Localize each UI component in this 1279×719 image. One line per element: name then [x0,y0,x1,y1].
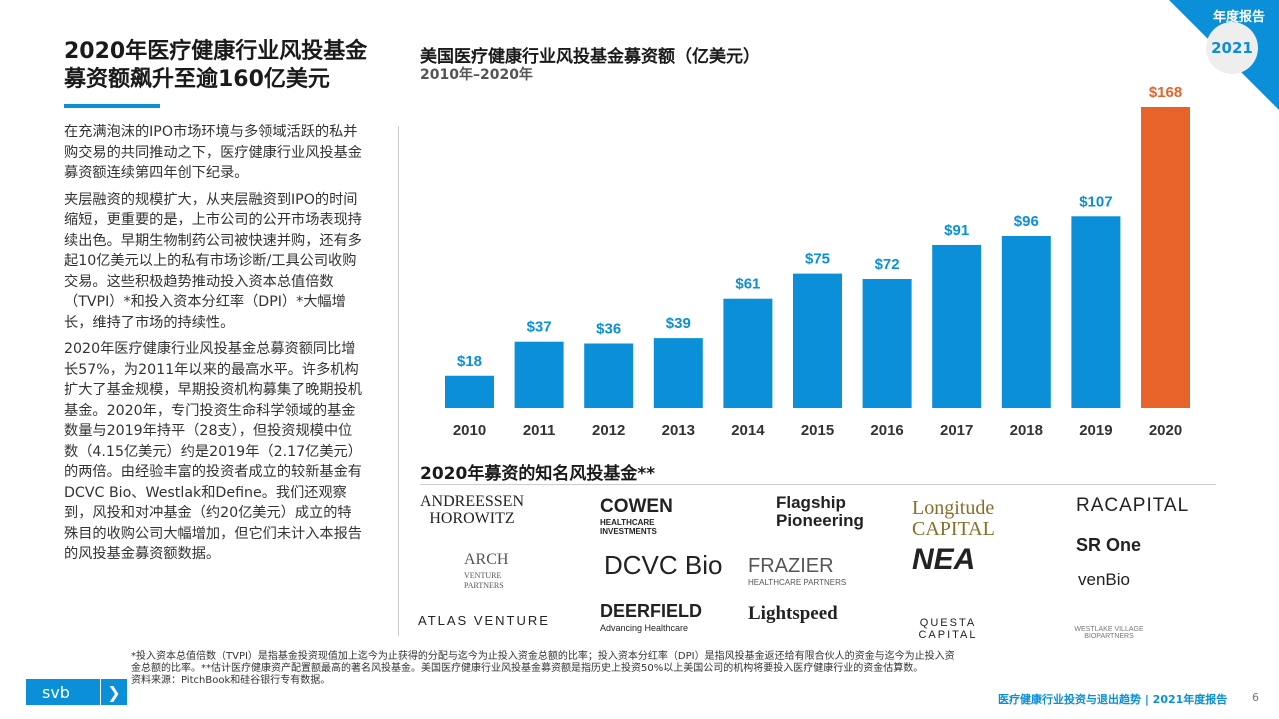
bar-2014 [723,298,773,408]
logo-arch: ARCH VENTURE PARTNERS [464,551,509,591]
logo-venbio: venBio [1078,570,1130,589]
data-label: $39 [666,315,691,332]
logo-questa: QUESTA CAPITAL [918,617,978,641]
logo-racapital: RACAPITAL [1076,495,1190,516]
bar-2016 [862,279,912,408]
source-note: 资料来源：PitchBook和硅谷银行专有数据。 [131,675,331,686]
divider [398,126,399,636]
x-tick-label: 2016 [870,422,903,439]
svb-logo: svb ❯ [26,679,127,705]
paragraph: 2020年医疗健康行业风投基金总募资额同比增长57%，为2011年以来的最高水平… [64,341,362,562]
data-label: $72 [875,256,900,273]
logo-frazier: FRAZIER HEALTHCARE PARTNERS [748,555,847,587]
paragraph: 在充满泡沫的IPO市场环境与多领域活跃的私并购交易的共同推动之下，医疗健康行业风… [64,124,362,181]
bar-2013 [653,338,703,408]
data-label: $36 [596,321,621,338]
x-tick-label: 2017 [940,422,973,439]
x-tick-label: 2011 [523,422,556,439]
bar-2018 [1001,236,1051,408]
data-label: $168 [1149,84,1182,101]
page-title: 2020年医疗健康行业风投基金募资额飙升至逾160亿美元 [64,39,368,92]
logo-nea: NEA [912,543,976,576]
x-tick-label: 2019 [1079,422,1112,439]
logo-cowen: COWEN HEALTHCARE INVESTMENTS [600,496,673,537]
year-badge: 2021 [1206,22,1258,74]
bar-2011 [514,341,564,408]
data-label: $75 [805,251,830,268]
logo-deerfield: DEERFIELD Advancing Healthcare [600,601,703,633]
x-tick-label: 2020 [1149,422,1182,439]
logo-westlake: WESTLAKE VILLAGE BIOPARTNERS [1074,626,1144,641]
bar-2017 [932,244,982,408]
funds-title: 2020年募资的知名风投基金** [420,464,656,484]
footnote: *投入资本总值倍数（TVPI）是指基金投资现值加上迄今为止获得的分配与迄今为止投… [131,651,955,674]
data-label: $91 [944,222,969,239]
bar-2010 [445,375,494,408]
logo-dcvc-bio: DCVC Bio [604,550,723,580]
logo-longitude: Longitude CAPITAL [912,497,995,540]
x-tick-label: 2012 [592,422,625,439]
data-label: $107 [1079,193,1112,210]
paragraph: 夹层融资的规模扩大，从夹层融资到IPO的时间缩短，更重要的是，上市公司的公开市场… [64,191,362,331]
logo-andreessen-horowitz: ANDREESSEN HOROWITZ [420,493,525,527]
bar-2015 [793,273,842,408]
chart-subtitle: 2010年–2020年 [420,67,533,83]
report-name: 医疗健康行业投资与退出趋势 | 2021年度报告 [998,693,1228,706]
data-label: $61 [735,276,760,293]
data-label: $37 [527,319,552,336]
bar-2019 [1071,216,1121,408]
x-tick-label: 2018 [1010,422,1043,439]
funds-divider [420,484,1216,485]
logo-atlas-venture: ATLAS VENTURE [418,613,550,628]
logo-sr-one: SR One [1076,535,1142,555]
x-tick-label: 2010 [453,422,486,439]
x-tick-label: 2014 [731,422,765,439]
logo-flagship: Flagship Pioneering [776,493,864,530]
body-text: 在充满泡沫的IPO市场环境与多领域活跃的私并购交易的共同推动之下，医疗健康行业风… [64,122,364,571]
data-label: $18 [457,353,482,370]
footnotes: *投入资本总值倍数（TVPI）是指基金投资现值加上迄今为止获得的分配与迄今为止投… [131,651,961,687]
page-number: 6 [1252,691,1259,704]
chevron-right-icon: ❯ [100,679,127,705]
title-underline [64,104,160,108]
logo-lightspeed: Lightspeed [748,603,838,624]
data-label: $96 [1014,213,1039,230]
bar-2020 [1141,107,1190,408]
corner-label: 年度报告 [1212,10,1265,25]
bar-chart: $18 2010 $37 2011 $36 2012 $39 2013 $61 2014 $75 20… [445,84,1190,439]
chart-title: 美国医疗健康行业风投基金募资额（亿美元） [420,47,760,67]
x-tick-label: 2015 [801,422,834,439]
x-tick-label: 2013 [662,422,695,439]
bar-2012 [584,343,634,408]
